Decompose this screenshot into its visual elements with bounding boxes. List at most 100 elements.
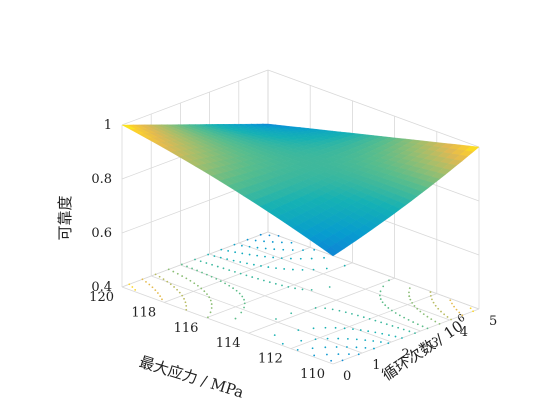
x-tick-label: 114	[216, 336, 241, 351]
contour-point	[408, 287, 411, 290]
contour-point	[277, 234, 280, 237]
contour-point	[191, 267, 193, 270]
contour-point	[374, 319, 377, 322]
contour-point	[282, 248, 285, 251]
contour-point	[357, 314, 359, 317]
contour-point	[337, 353, 340, 356]
contour-point	[453, 305, 455, 308]
contour-point	[251, 276, 254, 278]
contour-point	[234, 251, 237, 254]
contour-point	[207, 316, 209, 319]
contour-point	[381, 301, 384, 304]
x-tick-label: 116	[174, 321, 199, 336]
contour-point	[196, 269, 198, 272]
grid-line	[151, 275, 363, 354]
contour-point	[335, 346, 338, 348]
contour-point	[219, 280, 222, 282]
contour-point	[256, 254, 259, 257]
contour-projection	[128, 233, 475, 362]
contour-point	[291, 249, 294, 251]
contour-point	[387, 307, 390, 309]
contour-point	[402, 328, 405, 331]
contour-point	[240, 244, 243, 247]
contour-point	[416, 307, 419, 310]
contour-point	[210, 303, 213, 305]
contour-point	[234, 270, 236, 273]
contour-point	[203, 290, 206, 293]
contour-point	[384, 304, 387, 307]
contour-point	[403, 316, 406, 319]
contour-point	[469, 307, 472, 310]
contour-point	[440, 310, 442, 313]
contour-point	[158, 275, 161, 278]
contour-point	[274, 282, 277, 285]
grid-line	[267, 231, 480, 310]
contour-point	[449, 299, 452, 302]
contour-point	[181, 275, 184, 277]
contour-point	[194, 258, 196, 261]
contour-point	[233, 243, 236, 246]
contour-point	[189, 279, 192, 282]
contour-point	[355, 338, 358, 341]
contour-point	[178, 291, 181, 294]
contour-point	[154, 289, 157, 291]
contour-point	[313, 248, 316, 251]
contour-point	[401, 337, 403, 339]
contour-point	[379, 294, 381, 297]
grid-line	[121, 286, 334, 365]
contour-point	[450, 318, 452, 321]
contour-point	[379, 290, 382, 293]
contour-point	[430, 318, 433, 321]
contour-point	[275, 318, 277, 320]
contour-point	[355, 346, 358, 349]
grid-line	[209, 253, 421, 332]
contour-point	[413, 305, 416, 307]
contour-point	[301, 288, 304, 291]
contour-point	[271, 241, 274, 243]
contour-point	[416, 323, 419, 326]
contour-point	[341, 359, 344, 362]
contour-point	[352, 328, 354, 331]
contour-point	[239, 272, 242, 275]
contour-point	[238, 292, 241, 295]
contour-point	[388, 279, 390, 282]
contour-point	[257, 277, 259, 280]
contour-point	[380, 321, 383, 324]
y-axis-label-group: 循环次数 / 106	[379, 313, 468, 385]
x-tick-label: 110	[300, 367, 325, 382]
contour-point	[206, 293, 208, 296]
contour-point	[290, 312, 293, 315]
grid-line	[121, 69, 269, 126]
contour-point	[390, 309, 393, 312]
contour-point	[259, 233, 262, 236]
contour-point	[300, 339, 303, 342]
contour-point	[275, 267, 277, 269]
contour-point	[461, 314, 464, 317]
y-tick-label: 4	[460, 325, 468, 340]
contour-point	[412, 321, 415, 323]
contour-point	[343, 327, 346, 330]
contour-point	[154, 273, 157, 276]
contour-point	[310, 257, 313, 260]
contour-point	[446, 316, 449, 318]
contour-point	[246, 262, 248, 265]
contour-point	[287, 286, 290, 288]
contour-point	[283, 268, 286, 270]
contour-point	[176, 272, 179, 275]
contour-point	[411, 301, 414, 304]
contour-point	[281, 284, 283, 287]
contour-point	[438, 322, 441, 325]
contour-point	[183, 297, 185, 300]
contour-point	[222, 267, 225, 270]
contour-point	[208, 296, 211, 299]
x-tick-label: 112	[258, 352, 283, 367]
contour-point	[346, 337, 349, 340]
contour-point	[408, 330, 411, 333]
contour-point	[374, 331, 377, 334]
contour-point	[451, 302, 453, 305]
contour-point	[241, 252, 244, 255]
contour-point	[200, 287, 203, 290]
contour-point	[296, 349, 299, 351]
contour-point	[368, 318, 371, 320]
contour-point	[294, 287, 296, 290]
